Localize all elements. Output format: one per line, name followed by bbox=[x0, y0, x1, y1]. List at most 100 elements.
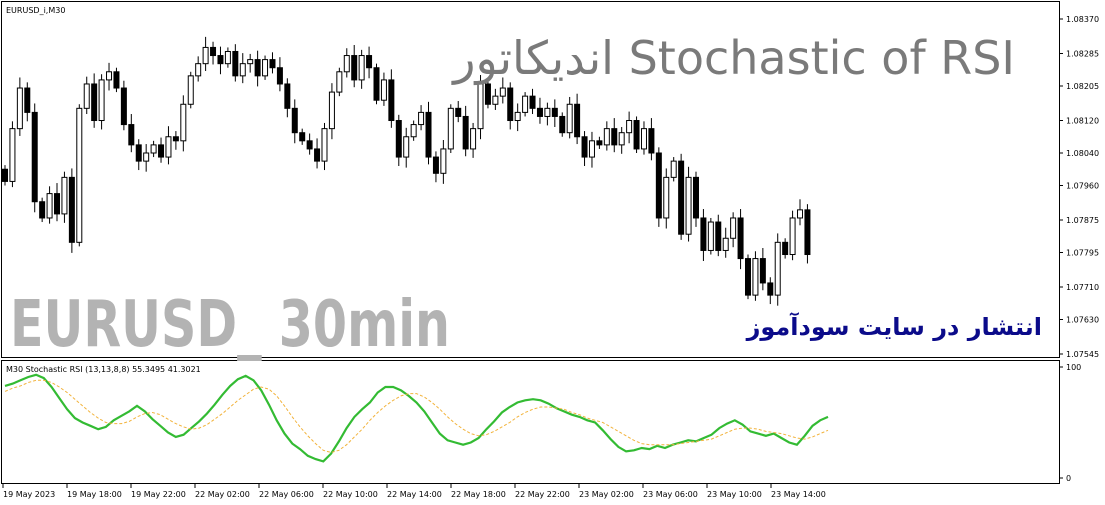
candle bbox=[143, 144, 150, 172]
candle bbox=[685, 166, 692, 242]
price-tick-label: 1.08205 bbox=[1066, 82, 1099, 91]
candle bbox=[418, 105, 425, 131]
candle bbox=[91, 73, 98, 128]
indicator-axis: 100 0 bbox=[1059, 363, 1081, 483]
candle bbox=[98, 74, 105, 130]
candle bbox=[425, 101, 432, 165]
candle bbox=[640, 121, 647, 155]
candle bbox=[648, 118, 655, 161]
candle bbox=[299, 128, 306, 145]
candle bbox=[187, 71, 194, 109]
candle bbox=[321, 122, 328, 171]
candle bbox=[574, 93, 581, 145]
time-tick-label: 23 May 06:00 bbox=[643, 490, 698, 499]
time-tick-label: 22 May 02:00 bbox=[195, 490, 250, 499]
candle bbox=[210, 41, 217, 65]
candle bbox=[380, 72, 387, 106]
candle bbox=[120, 80, 127, 131]
candle bbox=[31, 103, 38, 213]
candle bbox=[759, 248, 766, 291]
candle bbox=[767, 277, 774, 305]
time-tick-label: 22 May 10:00 bbox=[323, 490, 378, 499]
candle bbox=[455, 101, 462, 123]
price-tick-label: 1.07710 bbox=[1066, 283, 1099, 292]
candle bbox=[172, 131, 179, 150]
candle bbox=[596, 136, 603, 149]
candle bbox=[462, 105, 469, 157]
candle bbox=[351, 44, 358, 88]
candle bbox=[276, 57, 283, 92]
candle bbox=[336, 67, 343, 97]
time-tick-label: 22 May 06:00 bbox=[259, 490, 314, 499]
candle bbox=[522, 92, 529, 117]
candle bbox=[61, 171, 68, 223]
candle bbox=[633, 116, 640, 153]
indicator-tick-label: 100 bbox=[1066, 363, 1081, 372]
candle bbox=[239, 53, 246, 84]
candle bbox=[158, 137, 165, 163]
candle bbox=[150, 140, 157, 158]
candle bbox=[559, 112, 566, 137]
price-tick-label: 1.08285 bbox=[1066, 50, 1099, 59]
indicator-panel-frame bbox=[1, 360, 1060, 484]
candle bbox=[314, 138, 321, 169]
candle bbox=[366, 46, 373, 79]
price-axis: 1.08370 1.08285 1.08205 1.08120 1.08040 1.079… bbox=[1059, 15, 1099, 359]
price-tick-label: 1.07630 bbox=[1066, 315, 1099, 324]
candle bbox=[224, 47, 231, 68]
candle bbox=[128, 114, 135, 153]
price-tick-label: 1.07795 bbox=[1066, 248, 1099, 257]
candle bbox=[284, 78, 291, 118]
symbol-label: EURUSD_i,M30 bbox=[6, 6, 65, 15]
candle bbox=[692, 171, 699, 227]
price-tick-label: 1.07545 bbox=[1066, 350, 1099, 359]
candle bbox=[588, 131, 595, 168]
indicator-tick-label: 0 bbox=[1066, 474, 1071, 483]
candle bbox=[477, 75, 484, 140]
candle bbox=[715, 214, 722, 257]
overlay-symbol-timeframe: EURUSD_ 30min bbox=[10, 288, 450, 362]
candle bbox=[544, 102, 551, 126]
candle bbox=[626, 111, 633, 144]
time-tick-label: 19 May 18:00 bbox=[67, 490, 122, 499]
stoch-rsi-signal-line bbox=[4, 379, 829, 454]
candle bbox=[410, 120, 417, 141]
time-tick-label: 23 May 14:00 bbox=[771, 490, 826, 499]
candle bbox=[16, 77, 23, 136]
candle bbox=[358, 49, 365, 89]
price-tick-label: 1.08120 bbox=[1066, 117, 1099, 126]
stoch-rsi-main-line bbox=[4, 373, 829, 463]
candle bbox=[195, 56, 202, 82]
candle bbox=[388, 69, 395, 128]
candle bbox=[165, 126, 172, 165]
candle bbox=[722, 227, 729, 258]
time-tick-label: 23 May 02:00 bbox=[579, 490, 634, 499]
candle bbox=[663, 168, 670, 229]
candle bbox=[707, 217, 714, 255]
candle bbox=[217, 46, 224, 75]
candle bbox=[9, 121, 16, 188]
candle bbox=[247, 53, 254, 73]
candle bbox=[789, 210, 796, 261]
candle bbox=[774, 233, 781, 306]
candle bbox=[730, 212, 737, 248]
candle bbox=[269, 52, 276, 74]
candle bbox=[306, 133, 313, 155]
candle bbox=[566, 96, 573, 139]
candle bbox=[432, 151, 439, 183]
candle bbox=[39, 197, 46, 223]
price-tick-label: 1.07875 bbox=[1066, 216, 1099, 225]
candle bbox=[782, 238, 789, 259]
candle bbox=[745, 254, 751, 300]
candle bbox=[670, 157, 677, 182]
candle bbox=[752, 251, 759, 301]
time-tick-label: 19 May 2023 bbox=[3, 490, 55, 499]
candle bbox=[135, 139, 142, 171]
candle bbox=[470, 122, 477, 158]
indicator-lines bbox=[4, 373, 829, 463]
candle bbox=[76, 104, 83, 247]
candle bbox=[373, 63, 380, 105]
candle bbox=[484, 79, 491, 109]
candle bbox=[581, 131, 588, 166]
candle bbox=[440, 140, 447, 184]
